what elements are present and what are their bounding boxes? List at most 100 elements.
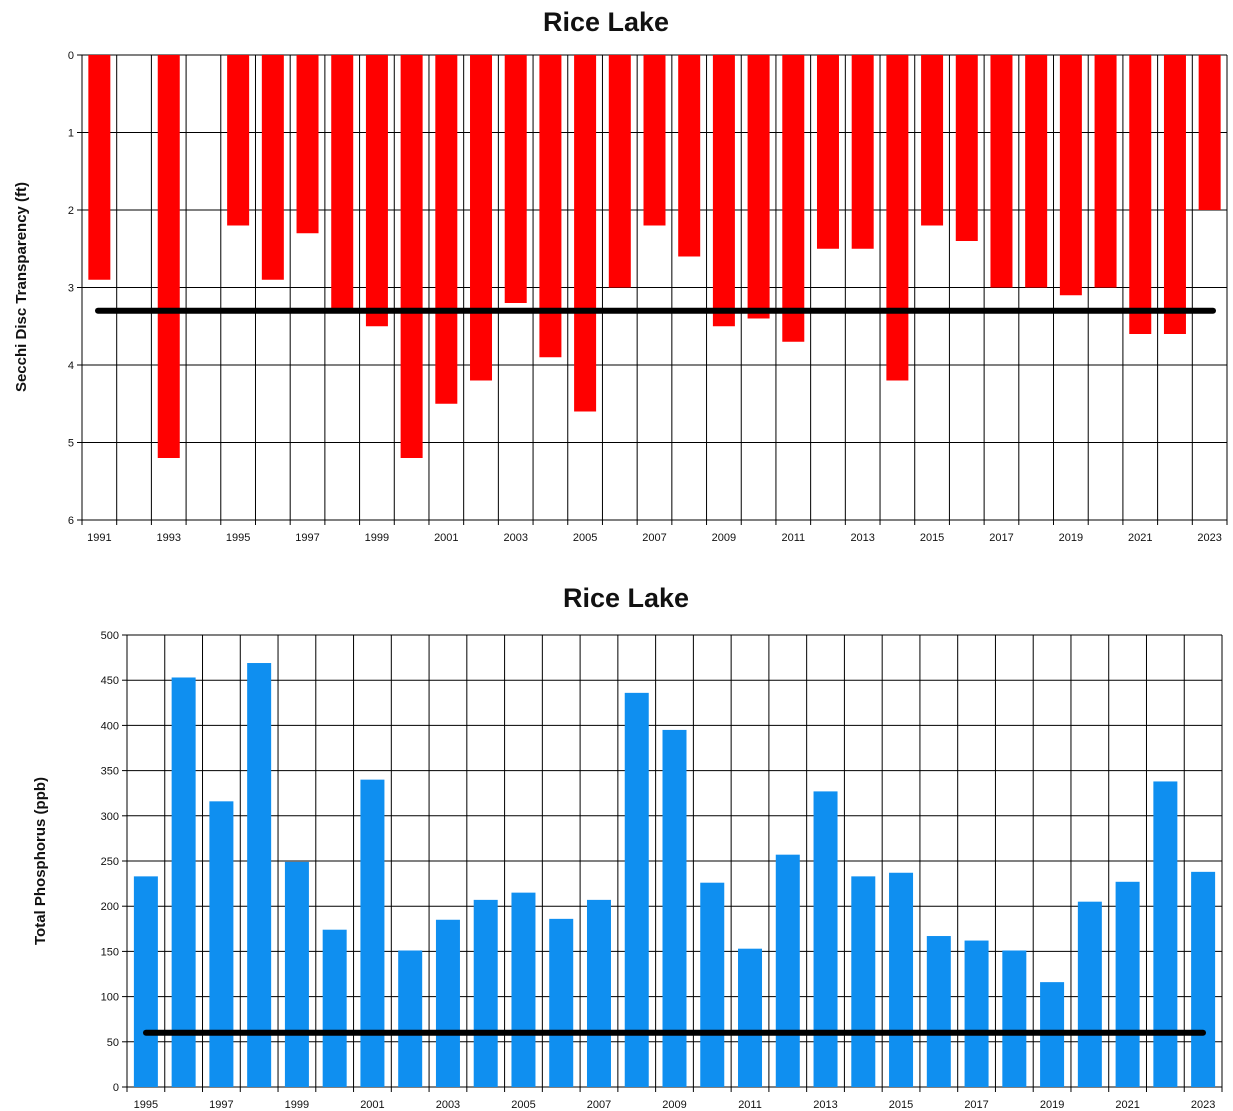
secchi-bar [574,55,597,412]
tp-bar [435,919,460,1087]
tp-y-tick-label: 450 [101,675,119,687]
secchi-y-tick-label: 0 [68,50,74,62]
tp-x-tick-label: 2021 [1115,1099,1139,1111]
secchi-bar [470,55,493,381]
tp-x-tick-label: 1995 [134,1099,158,1111]
secchi-bar [1059,55,1082,296]
secchi-bar [227,55,250,226]
secchi-bar [1094,55,1117,288]
tp-bar [775,854,800,1087]
tp-bar [511,892,536,1087]
secchi-bar [296,55,319,234]
phosphorus-chart: Rice Lake Total Phosphorus (ppb) 0 50 100 1… [32,583,1223,1111]
secchi-bar [782,55,805,342]
tp-bar [247,663,272,1087]
tp-bar [813,791,838,1087]
secchi-y-tick-label: 5 [68,438,74,450]
secchi-x-tick-label: 2009 [712,532,736,544]
secchi-x-tick-label: 1999 [365,532,389,544]
secchi-bar [851,55,874,249]
tp-bar [133,876,158,1087]
secchi-bar [1129,55,1152,334]
tp-x-tick-label: 1997 [209,1099,233,1111]
secchi-bars [88,55,1221,458]
tp-bar [1002,950,1027,1087]
tp-bar [624,692,649,1087]
secchi-x-tick-label: 2021 [1128,532,1152,544]
secchi-bar [816,55,839,249]
tp-bar [171,677,196,1087]
tp-x-tick-label: 2009 [662,1099,686,1111]
tp-y-tick-label: 150 [101,946,119,958]
tp-bar [473,899,498,1087]
secchi-bar [88,55,111,280]
secchi-chart: Rice Lake Secchi Disc Transparency (ft) … [13,7,1228,544]
secchi-x-tick-label: 1991 [87,532,111,544]
tp-y-tick-label: 50 [107,1037,119,1049]
secchi-y-tick-label: 6 [68,515,74,527]
secchi-bar [261,55,284,280]
tp-x-tick-label: 2023 [1191,1099,1215,1111]
tp-y-tick-label: 100 [101,992,119,1004]
secchi-bar [643,55,666,226]
tp-x-tick-label: 2005 [511,1099,535,1111]
secchi-bar [1163,55,1186,334]
secchi-x-tick-label: 2017 [989,532,1013,544]
secchi-bar [608,55,631,288]
secchi-bar [747,55,770,319]
secchi-x-tick-label: 2011 [781,532,805,544]
secchi-bar [712,55,735,327]
tp-bar [209,801,234,1087]
secchi-bar [539,55,562,358]
secchi-bar [955,55,978,241]
tp-x-tick-label: 2011 [738,1099,762,1111]
tp-x-tick-label: 2013 [813,1099,837,1111]
tp-y-tick-label: 350 [101,766,119,778]
tp-bar [549,918,574,1087]
secchi-bar [1198,55,1221,210]
secchi-x-tick-label: 2015 [920,532,944,544]
secchi-x-tick-label: 2013 [850,532,874,544]
tp-bar [284,861,309,1087]
secchi-x-tick-label: 1993 [157,532,181,544]
secchi-x-tick-label: 2003 [503,532,527,544]
secchi-x-tick-label: 2019 [1059,532,1083,544]
tp-bar [738,948,763,1087]
secchi-y-tick-label: 1 [68,128,74,140]
secchi-bar [400,55,423,458]
secchi-x-tick-label: 1995 [226,532,250,544]
tp-x-tick-label: 2007 [587,1099,611,1111]
tp-y-tick-label: 250 [101,856,119,868]
secchi-x-tick-label: 2005 [573,532,597,544]
phosphorus-y-ticks: 0 50 100 150 200 250 300 350 400 450 500 [101,630,119,1094]
tp-x-tick-label: 2017 [964,1099,988,1111]
secchi-y-tick-label: 3 [68,283,74,295]
tp-x-tick-label: 1999 [285,1099,309,1111]
tp-bar [1077,901,1102,1087]
phosphorus-gridlines [122,634,1223,1092]
tp-bar [360,779,385,1087]
secchi-y-tick-label: 4 [68,360,74,372]
secchi-y-ticks: 0 1 2 3 4 5 6 [68,50,74,527]
secchi-x-ticks: 1991 1993 1995 1997 1999 2001 2003 2005 2007 2009… [87,532,1222,544]
secchi-bar [1025,55,1048,288]
tp-y-tick-label: 200 [101,901,119,913]
tp-x-tick-label: 2015 [889,1099,913,1111]
phosphorus-x-ticks: 1995 1997 1999 2001 2003 2005 2007 2009 2011 2013… [134,1099,1216,1111]
secchi-x-tick-label: 2001 [434,532,458,544]
secchi-bar [990,55,1013,288]
tp-x-tick-label: 2003 [436,1099,460,1111]
tp-bar [889,872,914,1087]
secchi-x-tick-label: 2007 [642,532,666,544]
tp-bar [700,882,725,1087]
secchi-bar [921,55,944,226]
secchi-bar [435,55,458,404]
secchi-bar [365,55,388,327]
tp-bar [1115,881,1140,1087]
tp-bar [926,936,951,1087]
secchi-bar [678,55,701,257]
tp-y-tick-label: 300 [101,811,119,823]
tp-bar [1191,871,1216,1087]
secchi-chart-title: Rice Lake [543,7,669,37]
phosphorus-chart-title: Rice Lake [563,583,689,613]
